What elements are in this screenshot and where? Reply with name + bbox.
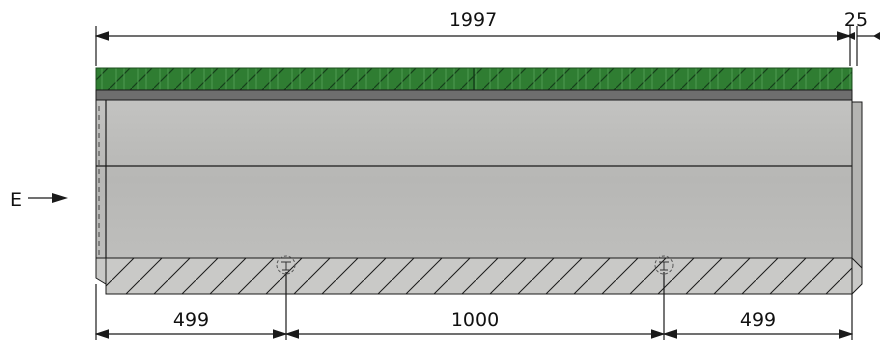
left-segment-label: 499: [173, 309, 209, 331]
bottom-dimensions: 499 1000 499: [94, 272, 854, 340]
section-letter: E: [10, 189, 22, 211]
end-offset-label: 25: [844, 9, 868, 31]
middle-segment-label: 1000: [451, 309, 499, 331]
total-length-label: 1997: [449, 9, 497, 31]
arrow-right-icon: [28, 193, 68, 203]
section-marker: E: [10, 189, 68, 211]
right-segment-label: 499: [740, 309, 776, 331]
anchor-point-left: [276, 255, 296, 275]
frame-strip: [95, 89, 853, 101]
top-dimension: 1997 25: [94, 9, 880, 66]
anchor-point-right: [654, 255, 674, 275]
channel-body: [95, 99, 863, 269]
channel-base: [95, 255, 863, 296]
grating: [95, 67, 853, 91]
